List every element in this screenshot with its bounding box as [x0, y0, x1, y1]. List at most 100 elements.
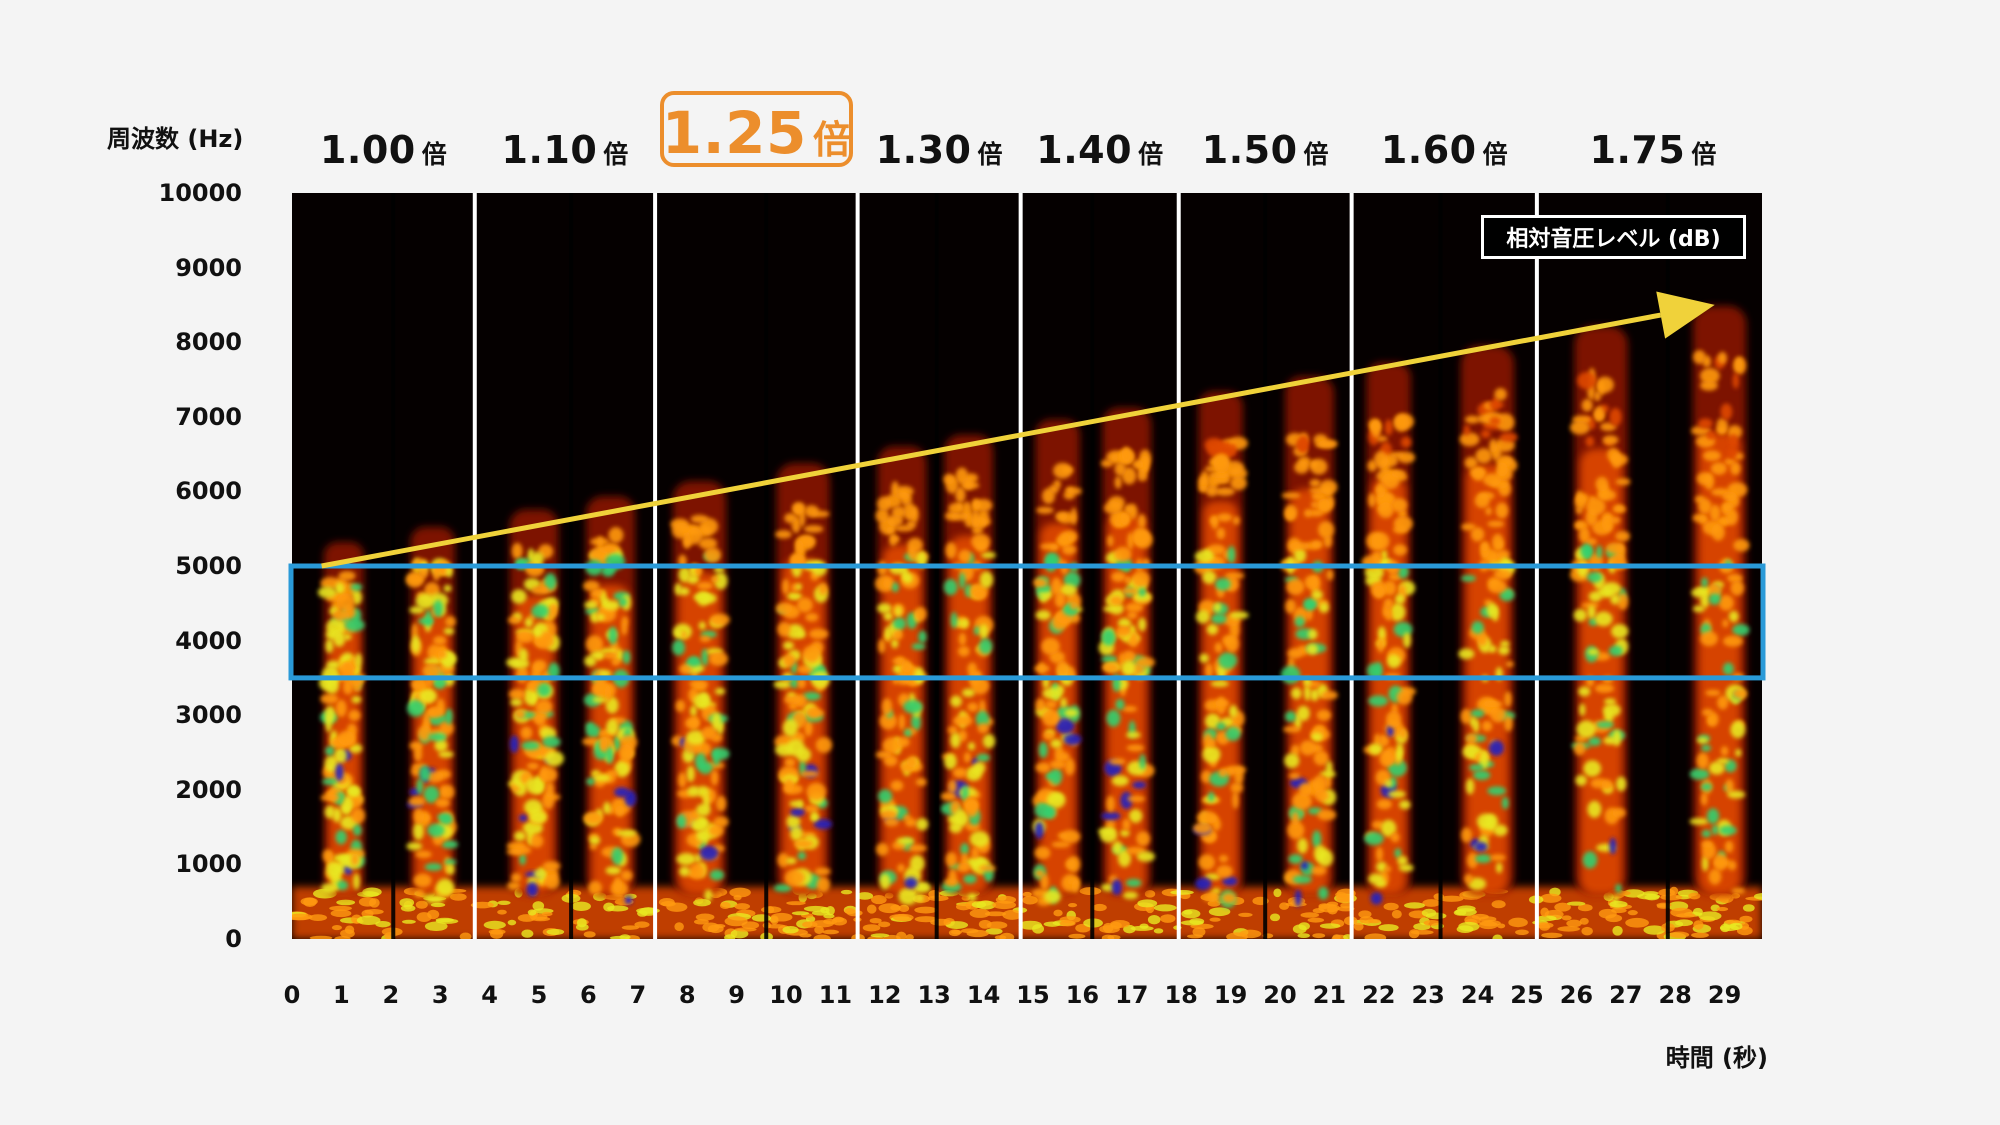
energy-point: [973, 500, 981, 509]
energy-point: [1376, 799, 1392, 810]
energy-point: [489, 929, 504, 939]
energy-point: [896, 837, 915, 845]
energy-point: [1581, 926, 1593, 936]
energy-point: [1303, 597, 1317, 609]
energy-point: [971, 901, 987, 909]
energy-point: [1303, 684, 1311, 701]
energy-point: [514, 709, 526, 720]
energy-point: [1132, 781, 1147, 789]
energy-point: [1689, 768, 1710, 780]
energy-point: [973, 626, 981, 636]
energy-point: [1131, 459, 1144, 469]
energy-point: [1180, 920, 1204, 926]
energy-point: [1482, 473, 1502, 487]
energy-point: [703, 547, 722, 563]
y-tick-label: 6000: [175, 477, 242, 506]
energy-point: [1216, 527, 1226, 540]
energy-point: [413, 822, 424, 841]
energy-point: [605, 866, 622, 875]
energy-point: [424, 657, 441, 666]
energy-point: [1221, 892, 1237, 904]
energy-point: [413, 873, 432, 888]
energy-point: [1390, 832, 1400, 843]
energy-point: [1732, 372, 1739, 389]
energy-point: [1461, 575, 1476, 582]
energy-point: [813, 934, 831, 939]
energy-point: [622, 650, 631, 665]
energy-point: [1716, 417, 1729, 434]
energy-point: [1225, 634, 1239, 653]
energy-point: [1117, 849, 1132, 868]
energy-point: [585, 722, 595, 731]
x-tick-label: 28: [1658, 981, 1692, 1009]
energy-point: [978, 865, 996, 872]
energy-point: [1399, 728, 1407, 740]
energy-point: [955, 903, 972, 911]
energy-point: [531, 586, 549, 595]
y-tick-label: 9000: [175, 253, 242, 282]
energy-point: [1498, 645, 1510, 656]
energy-point: [1115, 699, 1125, 711]
energy-point: [1287, 821, 1305, 840]
energy-point: [1706, 431, 1716, 440]
energy-point: [805, 706, 821, 719]
energy-point: [1288, 854, 1303, 864]
energy-point: [699, 635, 711, 643]
energy-point: [332, 808, 342, 823]
multiplier-value: 1.60: [1380, 128, 1477, 172]
energy-point: [1309, 478, 1321, 488]
energy-point: [1478, 916, 1497, 922]
energy-point: [1124, 576, 1132, 584]
energy-point: [583, 931, 596, 938]
energy-point: [701, 726, 717, 740]
energy-point: [1487, 520, 1505, 528]
x-tick-label: 0: [283, 981, 301, 1009]
energy-point: [693, 593, 711, 601]
energy-point: [1122, 587, 1139, 595]
energy-point: [1708, 593, 1721, 606]
energy-point: [322, 778, 338, 785]
energy-point: [592, 696, 608, 703]
energy-point: [878, 921, 891, 928]
energy-point: [1393, 515, 1413, 532]
energy-point: [584, 600, 598, 610]
energy-point: [1370, 892, 1383, 905]
energy-point: [814, 867, 831, 876]
energy-point: [979, 638, 993, 655]
energy-point: [1606, 542, 1624, 554]
energy-point: [914, 916, 938, 923]
energy-point: [1378, 924, 1399, 932]
energy-point: [791, 911, 810, 916]
energy-point: [1396, 689, 1413, 705]
energy-point: [1210, 680, 1229, 687]
energy-point: [1218, 652, 1238, 669]
energy-point: [1049, 759, 1067, 769]
energy-point: [1596, 545, 1603, 559]
energy-point: [435, 918, 459, 924]
energy-point: [709, 651, 728, 666]
energy-point: [1375, 482, 1386, 498]
energy-point: [831, 917, 847, 926]
energy-point: [535, 699, 553, 714]
energy-point: [507, 881, 521, 891]
energy-point: [1202, 570, 1217, 584]
energy-point: [1489, 417, 1501, 426]
energy-point: [603, 902, 615, 912]
energy-point: [1213, 455, 1230, 474]
x-tick-label: 12: [868, 981, 902, 1009]
x-tick-label: 19: [1213, 981, 1248, 1009]
energy-point: [965, 799, 979, 818]
x-tick-label: 14: [966, 981, 1001, 1009]
energy-point: [1215, 577, 1231, 591]
energy-point: [1062, 544, 1077, 555]
energy-point: [1660, 894, 1683, 901]
energy-point: [1701, 855, 1709, 872]
energy-point: [292, 913, 313, 921]
energy-point: [971, 676, 990, 695]
energy-point: [1064, 708, 1079, 718]
energy-point: [1368, 873, 1384, 885]
frequency-band-highlight: [288, 563, 1766, 681]
energy-point: [582, 737, 599, 746]
multiplier-value: 1.30: [875, 128, 972, 172]
energy-point: [419, 688, 438, 704]
